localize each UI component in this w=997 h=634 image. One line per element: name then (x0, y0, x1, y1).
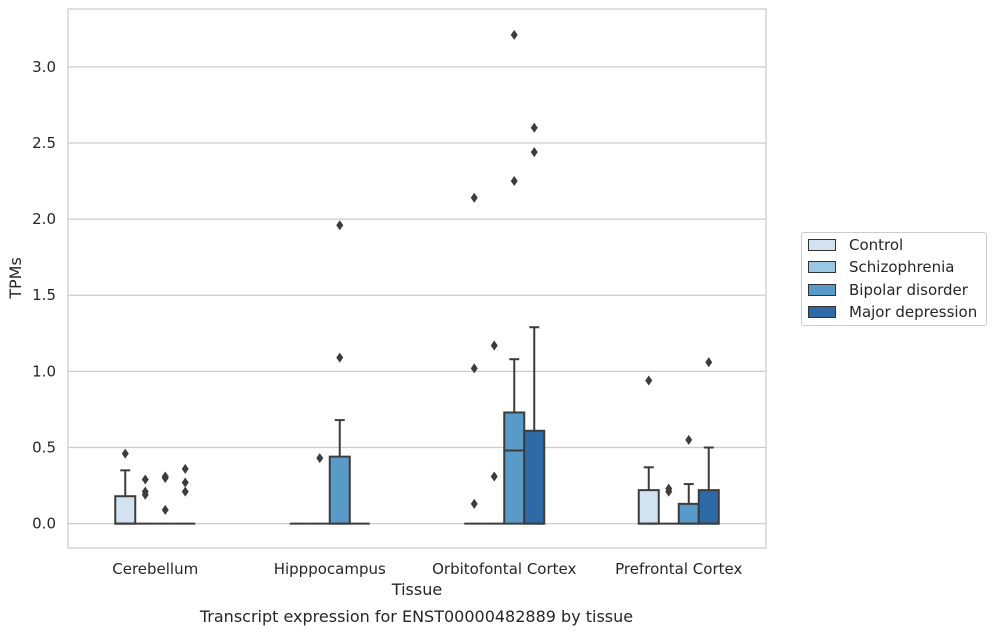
plot-frame (67, 8, 767, 549)
outlier-point (316, 453, 324, 464)
y-axis-ticks: 0.0 0.5 1.0 1.5 2.0 2.5 3.0 (32, 58, 56, 533)
outlier-point (181, 477, 189, 488)
box-2-0 (464, 192, 485, 525)
legend-swatch-bipolar-disorder (808, 284, 836, 296)
y-tick-label: 0.0 (32, 515, 56, 533)
box-body (697, 489, 720, 525)
y-tick-label: 1.0 (32, 362, 56, 380)
outlier-point (336, 352, 344, 363)
legend-item-major-depression: Major depression (808, 302, 977, 322)
x-axis-ticks: Cerebellum Hipppocampus Orbitofontal Corte… (112, 560, 742, 578)
box-0-1 (135, 474, 156, 525)
box-body (328, 455, 351, 525)
legend-swatch-major-depression (808, 306, 836, 318)
y-tick-label: 2.5 (32, 134, 56, 152)
outlier-point (490, 340, 498, 351)
x-tick-label: Cerebellum (112, 560, 198, 578)
box-body (503, 411, 526, 525)
legend-label-major-depression: Major depression (849, 303, 978, 321)
outlier-point (530, 122, 538, 133)
y-axis-label: TPMs (6, 257, 25, 300)
outlier-point (161, 471, 169, 482)
outlier-point (470, 363, 478, 374)
legend-swatch-schizophrenia (808, 261, 836, 273)
box-body (114, 495, 137, 525)
box-body (637, 489, 660, 525)
x-tick-label: Hipppocampus (274, 560, 386, 578)
box-1-1 (309, 453, 330, 525)
chart-caption: Transcript expression for ENST0000048288… (199, 607, 634, 626)
legend-label-control: Control (849, 236, 904, 254)
outlier-point (665, 483, 673, 494)
outlier-point (645, 375, 653, 386)
legend-item-control: Control (808, 235, 903, 255)
box-plot-area (114, 29, 720, 525)
outlier-point (510, 176, 518, 187)
box-body (677, 502, 700, 525)
y-tick-label: 2.0 (32, 210, 56, 228)
box-1-2 (328, 220, 351, 525)
box-0-3 (175, 463, 196, 525)
box-0-0 (114, 448, 137, 525)
outlier-point (470, 498, 478, 509)
outlier-point (530, 147, 538, 158)
box-2-1 (484, 340, 505, 525)
box-body (523, 429, 546, 525)
legend: Control Schizophrenia Bipolar disorder M… (801, 232, 987, 326)
outlier-point (121, 448, 129, 459)
outlier-point (181, 463, 189, 474)
outlier-point (705, 357, 713, 368)
box-2-3 (523, 122, 546, 525)
y-tick-label: 1.5 (32, 286, 56, 304)
box-3-3 (697, 357, 720, 525)
legend-label-schizophrenia: Schizophrenia (849, 258, 955, 276)
outlier-point (470, 192, 478, 203)
outlier-point (490, 471, 498, 482)
legend-item-schizophrenia: Schizophrenia (808, 257, 954, 277)
outlier-point (161, 504, 169, 515)
x-axis-label: Tissue (391, 580, 442, 599)
x-tick-label: Prefrontal Cortex (615, 560, 742, 578)
legend-label-bipolar-disorder: Bipolar disorder (849, 281, 968, 299)
box-3-0 (637, 375, 660, 525)
grid-lines (68, 66, 766, 525)
outlier-point (510, 29, 518, 40)
x-tick-label: Orbitofontal Cortex (432, 560, 576, 578)
outlier-point (181, 486, 189, 497)
legend-swatch-control (808, 239, 836, 251)
box-3-2 (677, 434, 700, 525)
box-3-1 (658, 483, 679, 525)
y-tick-label: 3.0 (32, 58, 56, 76)
legend-item-bipolar-disorder: Bipolar disorder (808, 280, 968, 300)
y-tick-label: 0.5 (32, 439, 56, 457)
outlier-point (141, 486, 149, 497)
outlier-point (685, 434, 693, 445)
box-2-2 (503, 29, 526, 525)
outlier-point (141, 474, 149, 485)
outlier-point (336, 220, 344, 231)
box-0-2 (155, 471, 176, 525)
